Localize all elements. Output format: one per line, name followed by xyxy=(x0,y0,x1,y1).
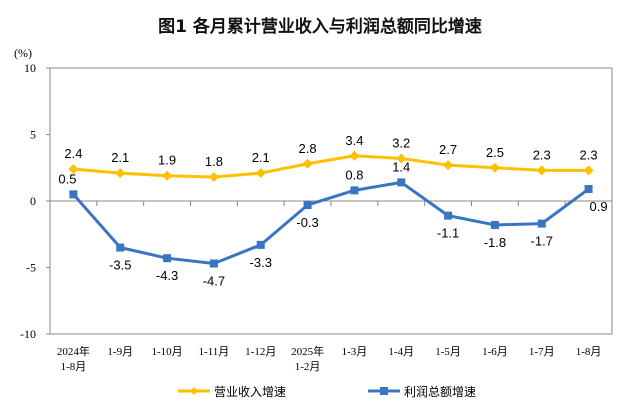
data-label: -1.8 xyxy=(484,235,506,250)
data-label: 2.3 xyxy=(580,147,598,162)
data-label: 3.2 xyxy=(392,135,410,150)
data-label: 0.8 xyxy=(345,167,363,182)
data-label: 1.9 xyxy=(158,153,176,168)
data-label: -3.5 xyxy=(109,258,131,273)
legend-marker xyxy=(190,387,198,395)
x-tick-label: 2025年 xyxy=(291,344,324,358)
data-point xyxy=(489,162,500,173)
y-tick-label: -10 xyxy=(20,327,36,341)
data-point xyxy=(490,220,499,229)
data-point xyxy=(443,160,454,171)
data-label: 1.4 xyxy=(392,159,410,174)
data-point xyxy=(350,186,359,195)
data-point xyxy=(349,150,360,161)
x-tick-label: 1-6月 xyxy=(482,346,508,358)
data-point xyxy=(303,200,312,209)
data-point xyxy=(583,165,594,176)
data-label: -3.3 xyxy=(250,255,272,270)
data-point xyxy=(69,190,78,199)
data-point xyxy=(115,168,126,179)
x-tick-label: 1-8月 xyxy=(576,346,602,358)
y-axis-unit: (%) xyxy=(14,46,32,60)
data-point xyxy=(163,254,172,263)
x-tick-label: 2024年 xyxy=(57,344,90,358)
data-label: 1.8 xyxy=(205,154,223,169)
data-label: 2.7 xyxy=(439,142,457,157)
data-point xyxy=(444,211,453,220)
data-label: 2.1 xyxy=(252,150,270,165)
data-point xyxy=(68,164,79,175)
y-tick-label: -5 xyxy=(26,261,36,275)
x-tick-label: 1-11月 xyxy=(199,346,230,358)
chart-title: 图1 各月累计营业收入与利润总额同比增速 xyxy=(158,17,482,37)
y-tick-label: 10 xyxy=(24,61,36,75)
data-point xyxy=(396,153,407,164)
data-label: 2.5 xyxy=(486,145,504,160)
data-point xyxy=(208,172,219,183)
data-point xyxy=(255,168,266,179)
data-point xyxy=(536,165,547,176)
x-tick-label: 1-10月 xyxy=(151,346,182,358)
data-label: 2.1 xyxy=(111,150,129,165)
legend-marker xyxy=(380,387,388,395)
x-tick-label: 1-8月 xyxy=(61,361,87,373)
y-tick-label: 5 xyxy=(30,128,36,142)
data-point xyxy=(256,240,265,249)
series-line xyxy=(72,180,590,266)
x-tick-label: 1-7月 xyxy=(529,346,555,358)
legend-label: 利润总额增速 xyxy=(404,385,476,399)
data-label: 2.8 xyxy=(299,141,317,156)
data-point xyxy=(537,219,546,228)
data-label: -4.7 xyxy=(203,274,225,289)
x-tick-label: 1-3月 xyxy=(342,346,368,358)
data-label: 2.4 xyxy=(64,146,82,161)
x-tick-label: 1-2月 xyxy=(295,361,321,373)
data-label: -4.3 xyxy=(156,268,178,283)
data-label: 0.9 xyxy=(590,199,608,214)
data-label: 0.5 xyxy=(58,171,76,186)
series-line xyxy=(73,154,589,179)
x-tick-label: 1-5月 xyxy=(435,346,461,358)
data-label: 2.3 xyxy=(533,147,551,162)
data-point xyxy=(584,185,593,194)
x-tick-label: 1-4月 xyxy=(388,346,414,358)
data-point xyxy=(209,259,218,268)
data-point xyxy=(116,243,125,252)
x-tick-label: 1-12月 xyxy=(245,346,276,358)
data-label: -1.1 xyxy=(437,226,459,241)
data-label: 3.4 xyxy=(345,133,363,148)
data-label: -1.7 xyxy=(531,234,553,249)
y-tick-label: 0 xyxy=(30,194,36,208)
legend-label: 营业收入增速 xyxy=(214,385,286,399)
x-tick-label: 1-9月 xyxy=(107,346,133,358)
data-point xyxy=(397,178,406,187)
data-point xyxy=(162,170,173,181)
data-label: -0.3 xyxy=(296,215,318,230)
data-point xyxy=(302,158,313,169)
